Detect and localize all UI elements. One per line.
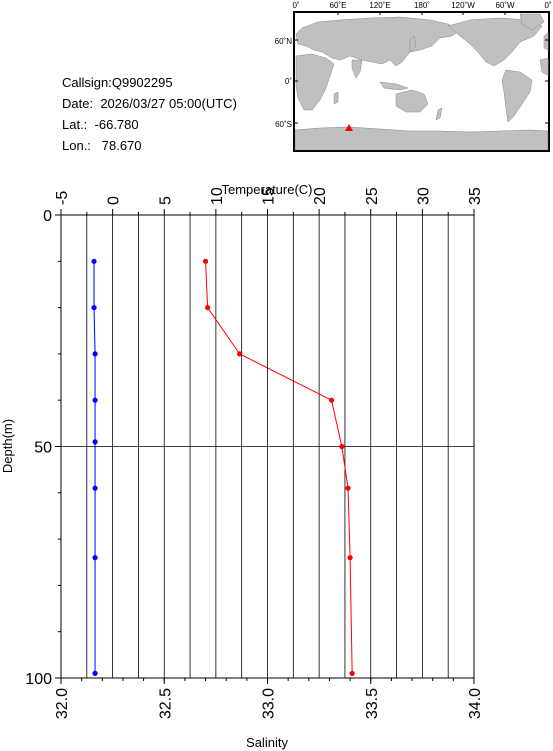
temperature-point — [202, 258, 209, 264]
salinity-axis-title: Salinity — [246, 735, 288, 750]
map-top-tick: 180˚ — [414, 1, 430, 10]
salinity-axis: 32.0 32.5 33.0 33.5 34.0 — [54, 678, 484, 719]
salinity-point — [92, 555, 98, 561]
callsign-row: Callsign:Q9902295 — [62, 72, 237, 93]
eurasia-landmass — [295, 16, 461, 67]
depth-tick-label: 50 — [34, 440, 52, 457]
map-top-tick: 60˚W — [495, 1, 515, 10]
map-left-ticks: 60˚N 0˚ 60˚S — [275, 37, 293, 129]
temperature-tick-label: 20 — [312, 187, 329, 205]
map-frame-ticks — [294, 12, 549, 124]
lon-row: Lon.: 78.670 — [62, 135, 237, 156]
new-zealand-landmass — [435, 107, 443, 121]
japan-landmass — [409, 35, 417, 53]
salinity-point — [92, 670, 98, 676]
world-map: 0˚ 60˚E 120˚E 180˚ 120˚W 60˚W 0˚ 60˚N 0˚… — [275, 1, 552, 152]
lat-label: Lat.: — [62, 117, 88, 132]
temperature-point — [347, 555, 353, 561]
salinity-point — [91, 305, 97, 311]
map-left-tick: 60˚S — [275, 120, 292, 129]
temperature-tick-label: 0 — [106, 196, 123, 205]
data-series — [91, 258, 355, 676]
temperature-axis: -5 0 5 10 15 20 25 30 35 — [54, 187, 484, 215]
depth-tick-label: 100 — [25, 671, 52, 688]
greenland-landmass — [519, 13, 545, 31]
lon-label: Lon.: — [62, 138, 91, 153]
south-america-landmass — [501, 69, 533, 123]
date-value: 2026/03/27 05:00(UTC) — [100, 96, 237, 111]
map-left-tick: 60˚N — [275, 37, 293, 46]
map-top-tick: 60˚E — [330, 1, 347, 10]
temperature-tick-label: 10 — [209, 187, 226, 205]
lon-value: 78.670 — [101, 138, 142, 153]
temperature-point — [205, 305, 211, 311]
salinity-line — [93, 261, 96, 674]
lat-value: -66.780 — [94, 117, 139, 132]
salinity-tick-label: 32.5 — [157, 688, 174, 719]
temperature-line — [205, 261, 353, 674]
salinity-tick-label: 32.0 — [54, 688, 71, 719]
map-top-tick: 120˚E — [369, 1, 390, 10]
temperature-tick-label: 15 — [261, 187, 278, 205]
map-top-ticks: 0˚ 60˚E 120˚E 180˚ 120˚W 60˚W 0˚ — [292, 1, 551, 10]
map-top-tick: 0˚ — [292, 1, 299, 10]
africa-landmass — [295, 53, 335, 111]
salinity-point — [92, 397, 98, 403]
australia-landmass — [395, 89, 429, 113]
temperature-point — [328, 397, 335, 403]
salinity-tick-label: 34.0 — [467, 688, 484, 719]
map-top-tick: 120˚W — [451, 1, 475, 10]
madagascar-landmass — [333, 91, 339, 105]
callsign-value: Q9902295 — [111, 75, 173, 90]
india-landmass — [351, 59, 363, 79]
salinity-point — [91, 258, 97, 264]
salinity-point — [92, 351, 98, 357]
lat-row: Lat.: -66.780 — [62, 114, 237, 135]
grid-lines — [61, 215, 474, 678]
indonesia-landmass — [379, 81, 409, 91]
depth-axis-title: Depth(m) — [0, 419, 15, 473]
salinity-tick-label: 33.0 — [261, 688, 278, 719]
temperature-point — [349, 670, 355, 676]
temperature-tick-label: 5 — [157, 196, 174, 205]
temperature-tick-label: 30 — [415, 187, 432, 205]
depth-tick-label: 0 — [43, 208, 52, 225]
north-america-landmass — [447, 17, 543, 67]
salinity-point — [92, 485, 98, 491]
temperature-point — [339, 443, 345, 450]
date-row: Date: 2026/03/27 05:00(UTC) — [62, 93, 237, 114]
callsign-label: Callsign: — [62, 75, 112, 90]
map-top-tick: 0˚ — [544, 1, 551, 10]
map-left-tick: 0˚ — [285, 77, 292, 86]
station-marker-icon — [345, 124, 353, 131]
land-masses — [294, 13, 550, 151]
temperature-tick-label: 35 — [467, 187, 484, 205]
date-label: Date: — [62, 96, 94, 111]
temperature-point — [345, 485, 351, 491]
temperature-point — [237, 351, 243, 357]
temperature-tick-label: -5 — [54, 191, 71, 205]
station-info: Callsign:Q9902295 Date: 2026/03/27 05:00… — [62, 72, 237, 156]
salinity-point — [92, 439, 98, 445]
temperature-axis-title: Temperature(C) — [221, 182, 312, 197]
salinity-tick-label: 33.5 — [364, 688, 381, 719]
temperature-tick-label: 25 — [364, 187, 381, 205]
depth-axis: 0 50 100 — [25, 208, 61, 688]
